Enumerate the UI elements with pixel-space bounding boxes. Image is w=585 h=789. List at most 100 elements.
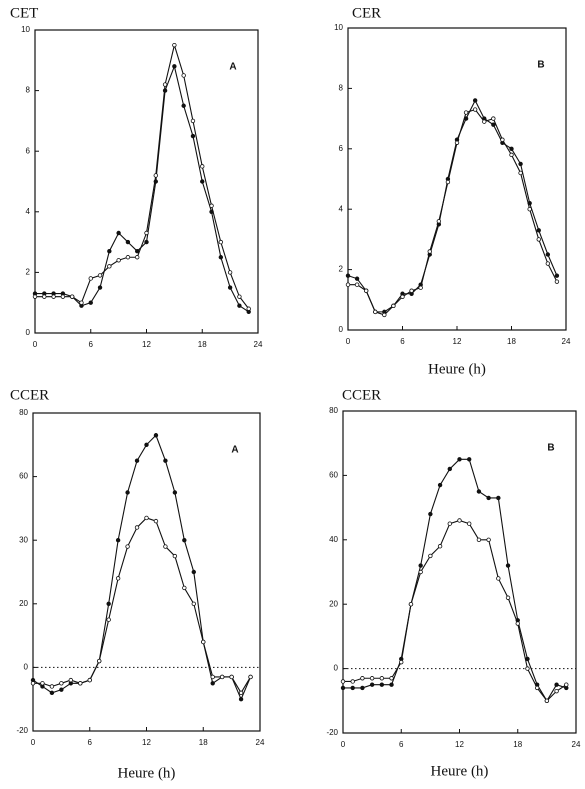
data-point <box>125 544 130 549</box>
data-point <box>496 576 501 581</box>
data-point <box>400 294 405 299</box>
data-point <box>190 133 196 139</box>
data-point <box>505 595 511 600</box>
data-point <box>408 602 414 607</box>
data-point <box>428 553 433 559</box>
series-line <box>347 99 558 313</box>
x-axis-label: Heure (h) <box>428 361 486 377</box>
data-point <box>496 495 501 501</box>
data-point <box>237 303 242 308</box>
data-point <box>248 674 253 680</box>
x-tick-label: 12 <box>455 740 464 749</box>
data-point <box>32 294 38 299</box>
data-point <box>379 676 385 681</box>
data-point <box>227 270 233 275</box>
data-point <box>472 98 478 103</box>
data-point <box>491 122 496 127</box>
data-point <box>518 161 523 167</box>
data-point <box>237 294 242 299</box>
x-tick-label: 12 <box>453 337 462 346</box>
data-point <box>135 255 140 260</box>
data-point <box>40 681 45 686</box>
data-point <box>49 684 55 689</box>
data-point <box>463 110 469 115</box>
data-point <box>554 688 559 694</box>
x-tick-label: 24 <box>572 740 581 749</box>
data-point <box>218 239 224 245</box>
data-point <box>518 170 523 176</box>
data-point <box>554 273 560 278</box>
data-point <box>238 697 244 702</box>
y-tick-label: 30 <box>19 535 28 544</box>
series-line <box>35 43 250 310</box>
data-point <box>218 255 224 260</box>
x-axis-label: Heure (h) <box>118 765 176 781</box>
data-point <box>545 261 551 266</box>
data-point <box>200 179 205 184</box>
y-tick-label: 80 <box>329 406 338 415</box>
y-tick-label: 4 <box>339 204 344 213</box>
data-point <box>191 601 196 606</box>
data-point <box>162 82 168 87</box>
data-point <box>210 681 215 686</box>
data-point <box>229 674 234 680</box>
data-point <box>97 658 102 664</box>
data-point <box>447 466 452 472</box>
data-point <box>340 685 346 691</box>
data-point <box>163 544 168 549</box>
data-point <box>360 685 365 691</box>
data-point <box>172 42 177 48</box>
data-point <box>144 239 149 245</box>
x-tick-label: 0 <box>33 340 38 349</box>
data-point <box>418 569 423 575</box>
x-tick-label: 18 <box>199 738 208 747</box>
data-point <box>153 433 159 438</box>
x-tick-label: 24 <box>562 337 571 346</box>
x-tick-label: 24 <box>256 738 265 747</box>
data-point <box>354 282 360 287</box>
data-point <box>59 687 64 692</box>
data-point <box>409 288 414 293</box>
plot-frame <box>34 29 259 334</box>
data-point <box>201 639 206 645</box>
series-line <box>32 434 252 701</box>
x-tick-label: 0 <box>31 738 36 747</box>
data-point <box>345 282 351 287</box>
data-point <box>106 601 111 606</box>
data-point <box>536 228 541 233</box>
chart-title: CER <box>352 5 381 21</box>
data-point <box>454 140 460 145</box>
x-tick-label: 12 <box>142 340 151 349</box>
data-point <box>134 525 140 530</box>
y-tick-label: -20 <box>16 726 28 735</box>
data-point <box>153 173 158 178</box>
x-tick-label: 18 <box>507 337 516 346</box>
data-point <box>345 273 351 278</box>
data-point <box>125 255 131 260</box>
data-point <box>163 458 168 463</box>
data-point <box>545 252 551 257</box>
x-tick-label: 24 <box>254 340 263 349</box>
y-tick-label: 6 <box>339 144 344 153</box>
data-point <box>340 679 346 684</box>
data-point <box>382 312 387 318</box>
chart-title: CCER <box>342 387 381 403</box>
data-point <box>354 276 360 281</box>
data-point <box>190 118 196 124</box>
x-tick-label: 12 <box>142 738 151 747</box>
data-point <box>246 306 251 311</box>
data-point <box>79 300 84 305</box>
y-tick-label: 0 <box>26 328 31 337</box>
data-point <box>447 521 452 526</box>
data-point <box>106 617 111 622</box>
data-point <box>525 666 530 671</box>
data-point <box>486 537 491 542</box>
chart-title: CCER <box>10 387 49 403</box>
data-point <box>445 179 451 185</box>
chart-title: CET <box>10 5 38 21</box>
data-point <box>134 458 140 463</box>
y-tick-label: 10 <box>21 25 30 34</box>
data-point <box>227 285 233 290</box>
data-point <box>476 537 482 542</box>
